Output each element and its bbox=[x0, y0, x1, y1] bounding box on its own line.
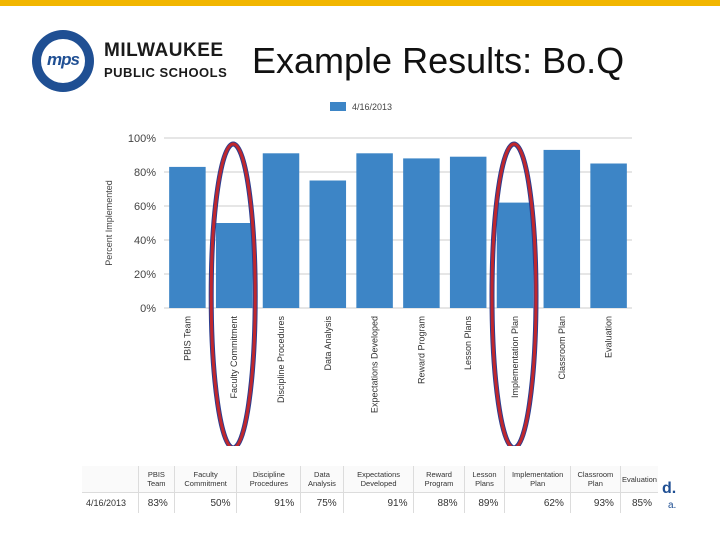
logo-subtitle: PUBLIC SCHOOLS bbox=[104, 65, 228, 80]
x-tick-label: Discipline Procedures bbox=[276, 316, 286, 404]
table-header-cell: PBIS Team bbox=[138, 466, 175, 493]
table-header-cell: Faculty Commitment bbox=[173, 466, 237, 493]
y-tick-label: 40% bbox=[134, 235, 156, 247]
logo-circle: mps bbox=[32, 30, 94, 92]
x-tick-label: Faculty Commitment bbox=[229, 316, 239, 399]
table-header-cell: Implementation Plan bbox=[504, 466, 571, 493]
table-cell: 91% bbox=[342, 492, 414, 513]
bar bbox=[309, 180, 347, 308]
y-axis-label: Percent Implemented bbox=[104, 180, 114, 266]
page-title: Example Results: Bo.Q bbox=[252, 40, 625, 81]
bar bbox=[496, 202, 534, 308]
table-cell: 83% bbox=[138, 492, 175, 513]
y-tick-label: 100% bbox=[128, 133, 156, 145]
table-cell: 85% bbox=[619, 492, 658, 513]
bar bbox=[169, 166, 206, 308]
x-tick-label: Data Analysis bbox=[323, 316, 333, 371]
x-tick-label: Reward Program bbox=[416, 316, 426, 384]
bar bbox=[403, 158, 440, 308]
corner-text-2: a. bbox=[668, 500, 677, 511]
legend-swatch bbox=[330, 102, 346, 111]
y-tick-label: 20% bbox=[134, 269, 156, 281]
table-cell: 93% bbox=[569, 492, 621, 513]
y-tick-label: 0% bbox=[140, 303, 156, 315]
table-header-cell: Evaluation bbox=[619, 466, 658, 493]
x-tick-label: Expectations Developed bbox=[370, 316, 380, 413]
bar bbox=[543, 149, 581, 308]
highlight-ellipse bbox=[209, 142, 257, 446]
bar bbox=[449, 156, 487, 308]
logo-mark: mps bbox=[47, 50, 80, 69]
bar bbox=[262, 153, 300, 308]
logo-name: MILWAUKEE bbox=[104, 40, 224, 61]
table-header-row: PBIS Team Faculty Commitment Discipline … bbox=[82, 466, 658, 493]
y-tick-label: 80% bbox=[134, 167, 156, 179]
mps-logo: mps MILWAUKEE PUBLIC SCHOOLS bbox=[32, 30, 232, 96]
table-header-cell: Lesson Plans bbox=[463, 466, 505, 493]
table-header-cell: Discipline Procedures bbox=[236, 466, 301, 493]
corner-text: d. bbox=[662, 480, 677, 497]
logo-inner: mps bbox=[41, 39, 85, 83]
x-tick-label: Evaluation bbox=[604, 316, 614, 358]
table-header-cell: Classroom Plan bbox=[569, 466, 621, 493]
table-cell: 50% bbox=[173, 492, 237, 513]
table-row: 4/16/2013 83% 50% 91% 75% 91% 88% 89% 62… bbox=[82, 492, 658, 513]
table-cell: 75% bbox=[300, 492, 344, 513]
bar bbox=[215, 223, 253, 308]
table-cell: 62% bbox=[504, 492, 571, 513]
data-table: PBIS Team Faculty Commitment Discipline … bbox=[82, 466, 658, 513]
table-corner-cell bbox=[82, 466, 139, 493]
legend-label: 4/16/2013 bbox=[352, 102, 392, 112]
table-header-cell: Reward Program bbox=[413, 466, 465, 493]
bar bbox=[590, 163, 627, 308]
table-cell: 88% bbox=[413, 492, 465, 513]
highlight-ellipse bbox=[490, 142, 538, 446]
x-tick-label: Classroom Plan bbox=[557, 316, 567, 380]
x-tick-label: Lesson Plans bbox=[463, 316, 473, 371]
table-header-cell: Expectations Developed bbox=[342, 466, 414, 493]
bar bbox=[356, 153, 393, 308]
y-tick-label: 60% bbox=[134, 201, 156, 213]
x-tick-label: PBIS Team bbox=[182, 316, 192, 361]
top-accent-bar bbox=[0, 0, 720, 6]
table-row-label: 4/16/2013 bbox=[86, 498, 127, 508]
x-tick-label: Implementation Plan bbox=[510, 316, 520, 398]
table-cell: 89% bbox=[463, 492, 505, 513]
bar-chart: 4/16/2013 0% 20% 40% 60% 80% 100% Percent Imple… bbox=[104, 102, 632, 446]
table-cell: 91% bbox=[236, 492, 301, 513]
table-header-cell: Data Analysis bbox=[300, 466, 344, 493]
